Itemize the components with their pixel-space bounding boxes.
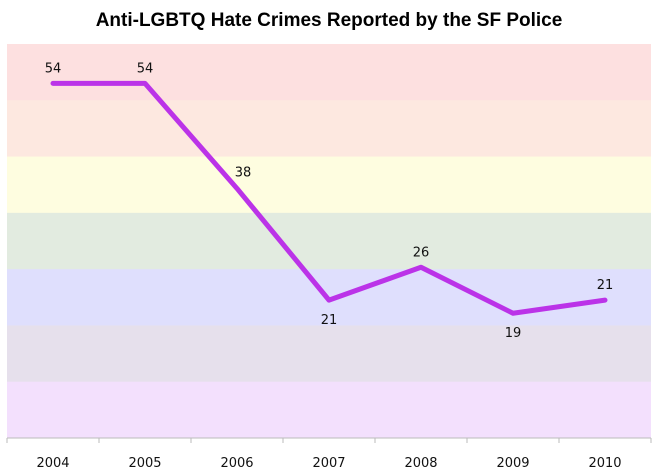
background-band: [7, 100, 651, 158]
x-tick-label: 2007: [312, 456, 345, 471]
series-line-group: [50, 80, 608, 316]
data-labels: 54 54 38 21 26 19 21: [45, 61, 614, 341]
x-tick-label: 2004: [36, 456, 69, 471]
data-label: 54: [137, 61, 154, 76]
chart-title: Anti-LGBTQ Hate Crimes Reported by the S…: [96, 10, 563, 31]
background-band: [7, 325, 651, 383]
x-tick-label: 2008: [404, 456, 437, 471]
x-tick-label: 2010: [588, 456, 621, 471]
data-label: 21: [321, 313, 338, 328]
data-label: 21: [597, 278, 614, 293]
series-line: [50, 80, 608, 316]
x-tick-label: 2006: [220, 456, 253, 471]
background-band: [7, 156, 651, 214]
background-band: [7, 212, 651, 270]
data-label: 26: [413, 245, 430, 260]
data-label: 38: [235, 165, 252, 180]
x-tick-label: 2009: [496, 456, 529, 471]
rainbow-background: [7, 44, 651, 439]
background-band: [7, 44, 651, 101]
data-label: 19: [505, 326, 522, 341]
x-axis: 2004 2005 2006 2007 2008 2009 2010: [6, 437, 652, 471]
data-label: 54: [45, 61, 62, 76]
x-tick-label: 2005: [128, 456, 161, 471]
background-band: [7, 381, 651, 439]
